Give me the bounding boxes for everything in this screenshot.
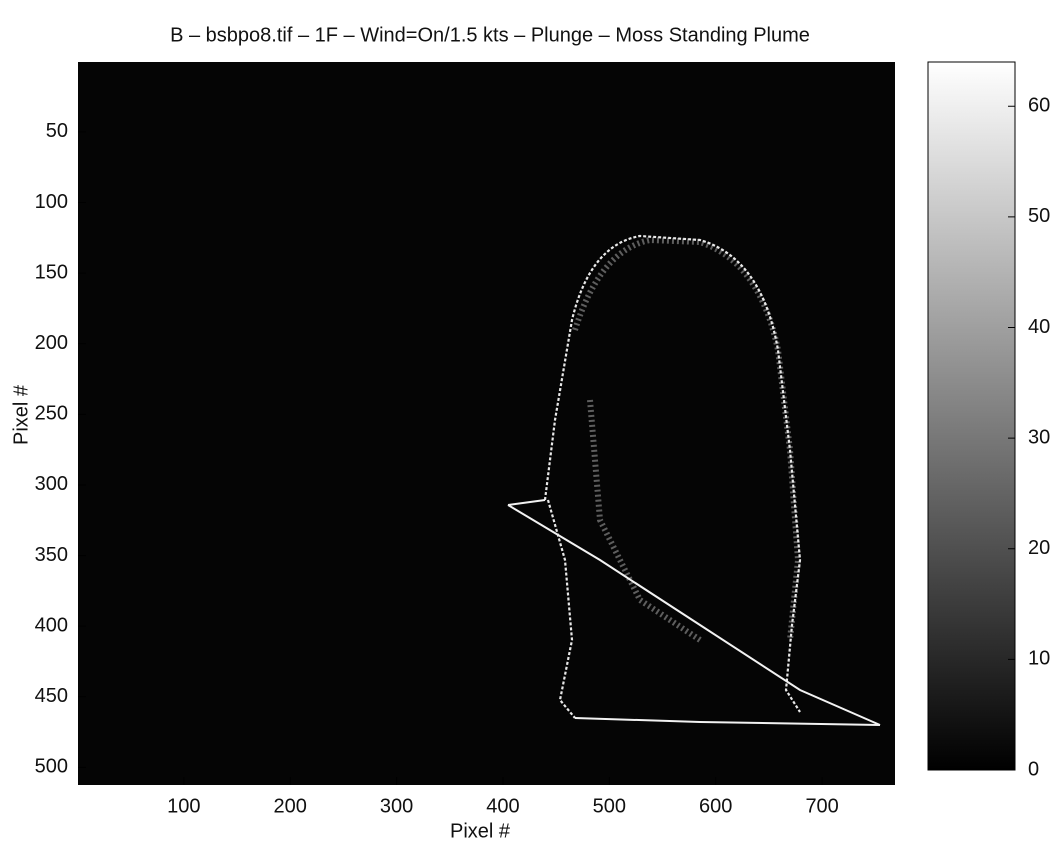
y-tick-label: 350 [35,544,68,566]
plume-base [574,717,881,726]
y-tick-label: 50 [46,120,68,142]
y-tick-label: 200 [35,332,68,354]
x-tick-label: 300 [380,795,413,817]
y-axis-label: Pixel # [10,384,32,445]
plume-left-edge [546,499,576,719]
plume-diagonal [507,504,881,726]
y-tick-label: 300 [35,473,68,495]
image-area [78,62,895,785]
y-tick-label: 100 [35,191,68,213]
colorbar [927,61,1016,771]
y-tick-label: 400 [35,614,68,636]
plume-speckle-inner [587,399,702,643]
colorbar-tick-label: 30 [1028,426,1050,448]
plume-outline [543,234,802,713]
x-tick-label: 700 [805,795,838,817]
chart-title: B – bsbpo8.tif – 1F – Wind=On/1.5 kts – … [170,24,810,46]
y-tick-label: 500 [35,756,68,778]
x-tick-label: 500 [593,795,626,817]
colorbar-tick-label: 50 [1028,205,1050,227]
x-tick-label: 100 [167,795,200,817]
colorbar-tick-label: 20 [1028,537,1050,559]
y-tick-label: 150 [35,261,68,283]
x-axis-label: Pixel # [450,820,511,842]
x-tick-label: 200 [274,795,307,817]
y-tick-label: 250 [35,403,68,425]
colorbar-tick-label: 60 [1028,95,1050,117]
x-tick-label: 600 [699,795,732,817]
colorbar-tick-label: 40 [1028,316,1050,338]
plume-shape [507,234,881,726]
plume-tip [507,499,546,506]
colorbar-tick-label: 10 [1028,648,1050,670]
x-tick-label: 400 [486,795,519,817]
y-tick-label: 450 [35,685,68,707]
colorbar-tick-label: 0 [1028,758,1039,780]
